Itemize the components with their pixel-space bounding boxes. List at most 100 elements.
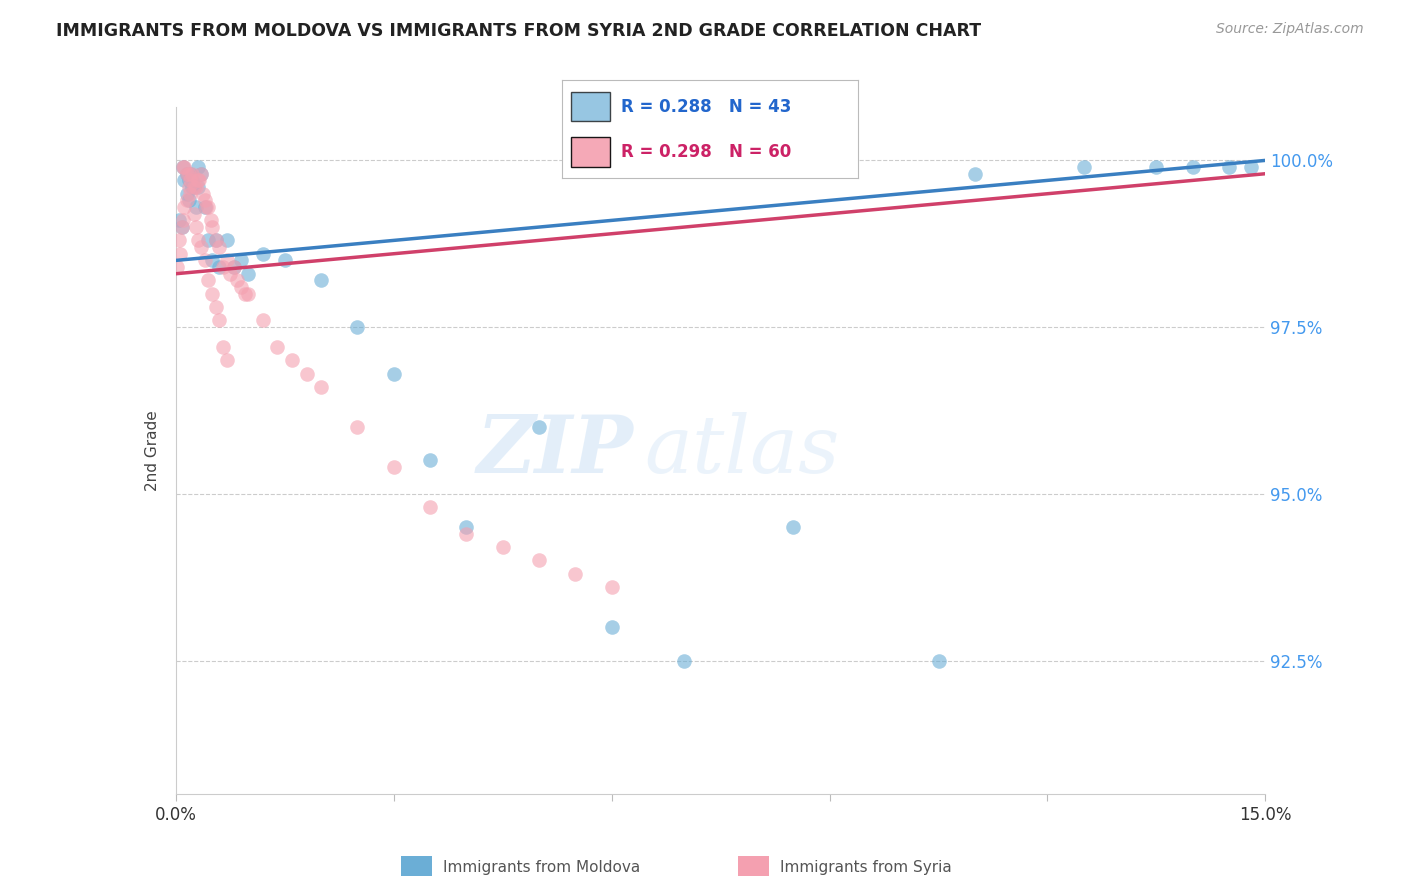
- Point: [346, 420, 368, 434]
- FancyBboxPatch shape: [571, 137, 610, 167]
- Point: [197, 200, 219, 214]
- Point: [176, 194, 198, 208]
- Point: [167, 234, 190, 248]
- Point: [215, 253, 238, 268]
- Point: [173, 173, 195, 187]
- Point: [177, 180, 200, 194]
- Point: [186, 160, 209, 174]
- Point: [190, 167, 212, 181]
- Point: [215, 234, 238, 248]
- Point: [173, 160, 195, 174]
- Point: [1240, 160, 1263, 174]
- Point: [238, 286, 260, 301]
- Point: [172, 160, 194, 174]
- Point: [527, 553, 550, 567]
- Point: [180, 180, 202, 194]
- Point: [200, 213, 222, 227]
- Point: [172, 160, 194, 174]
- Point: [266, 340, 288, 354]
- Point: [564, 566, 586, 581]
- Point: [177, 167, 200, 181]
- Point: [170, 220, 193, 235]
- Point: [176, 167, 198, 181]
- Point: [252, 313, 274, 327]
- Point: [177, 173, 200, 187]
- Point: [1181, 160, 1204, 174]
- Point: [176, 186, 198, 201]
- Point: [419, 500, 441, 515]
- Point: [208, 313, 231, 327]
- Point: [170, 220, 193, 235]
- Point: [194, 200, 217, 214]
- Point: [180, 173, 202, 187]
- Text: R = 0.298   N = 60: R = 0.298 N = 60: [621, 143, 792, 161]
- Point: [928, 653, 950, 667]
- Point: [1073, 160, 1095, 174]
- Point: [208, 240, 231, 254]
- FancyBboxPatch shape: [571, 92, 610, 121]
- Point: [1218, 160, 1240, 174]
- Text: R = 0.288   N = 43: R = 0.288 N = 43: [621, 98, 792, 116]
- Text: atlas: atlas: [644, 412, 839, 489]
- Point: [194, 253, 217, 268]
- Point: [183, 207, 205, 221]
- Point: [201, 253, 224, 268]
- Point: [208, 260, 231, 274]
- Point: [346, 320, 368, 334]
- Point: [169, 213, 191, 227]
- Point: [673, 653, 696, 667]
- Text: Immigrants from Syria: Immigrants from Syria: [780, 860, 952, 874]
- Point: [204, 234, 226, 248]
- Point: [782, 520, 804, 534]
- Point: [197, 234, 219, 248]
- Point: [197, 273, 219, 287]
- Point: [309, 273, 332, 287]
- Point: [201, 286, 224, 301]
- Point: [212, 260, 235, 274]
- Point: [204, 234, 226, 248]
- Point: [456, 520, 478, 534]
- Point: [186, 234, 209, 248]
- Text: IMMIGRANTS FROM MOLDOVA VS IMMIGRANTS FROM SYRIA 2ND GRADE CORRELATION CHART: IMMIGRANTS FROM MOLDOVA VS IMMIGRANTS FR…: [56, 22, 981, 40]
- Point: [194, 194, 217, 208]
- Point: [419, 453, 441, 467]
- Point: [1146, 160, 1168, 174]
- Point: [183, 180, 205, 194]
- Point: [193, 186, 215, 201]
- Point: [176, 167, 198, 181]
- Point: [188, 173, 211, 187]
- Point: [233, 286, 256, 301]
- Point: [295, 367, 318, 381]
- Point: [231, 253, 253, 268]
- Point: [382, 460, 405, 475]
- Point: [222, 260, 245, 274]
- Point: [309, 380, 332, 394]
- Point: [215, 353, 238, 368]
- Point: [238, 267, 260, 281]
- Point: [382, 367, 405, 381]
- Point: [179, 167, 201, 181]
- Text: Immigrants from Moldova: Immigrants from Moldova: [443, 860, 640, 874]
- Point: [281, 353, 304, 368]
- Point: [274, 253, 297, 268]
- Point: [222, 260, 245, 274]
- Point: [252, 246, 274, 260]
- Y-axis label: 2nd Grade: 2nd Grade: [145, 410, 160, 491]
- Point: [226, 273, 249, 287]
- Point: [190, 167, 212, 181]
- Point: [184, 200, 207, 214]
- Point: [172, 213, 194, 227]
- Point: [184, 220, 207, 235]
- Point: [180, 167, 202, 181]
- Point: [179, 173, 201, 187]
- Point: [600, 580, 623, 594]
- Point: [177, 194, 200, 208]
- Point: [219, 267, 242, 281]
- Point: [201, 220, 224, 235]
- Point: [600, 620, 623, 634]
- Point: [184, 180, 207, 194]
- Point: [204, 300, 226, 314]
- Point: [173, 200, 195, 214]
- Point: [231, 280, 253, 294]
- Point: [963, 167, 986, 181]
